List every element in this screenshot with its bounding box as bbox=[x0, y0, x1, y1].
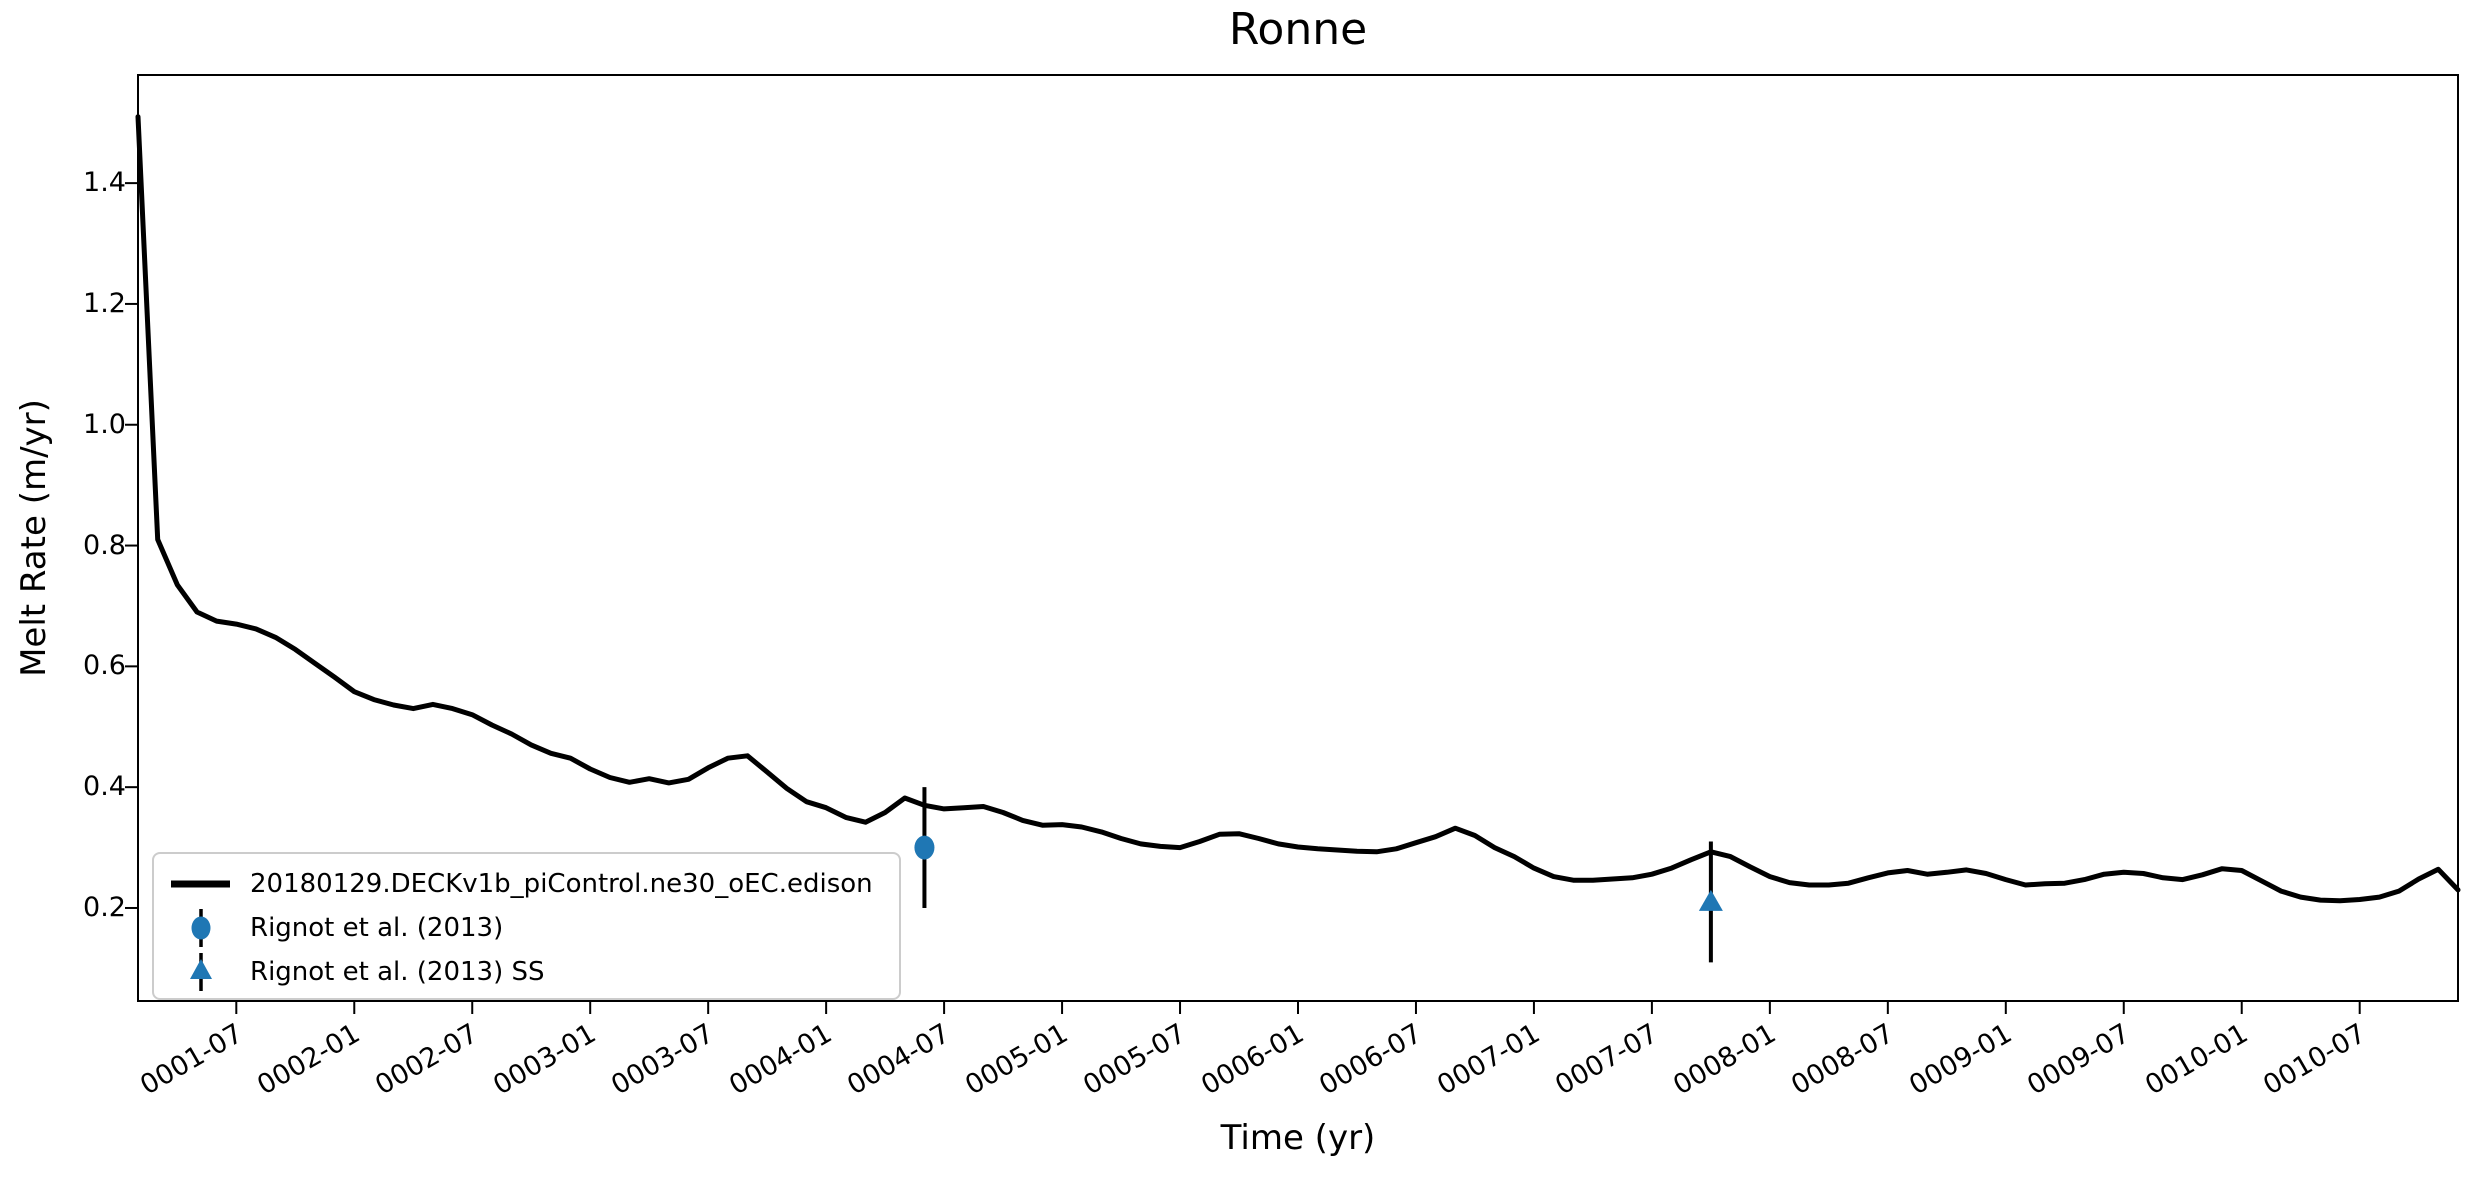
legend-item-rignot: Rignot et al. (2013) bbox=[166, 906, 873, 950]
y-tick-label: 0.8 bbox=[83, 529, 126, 561]
y-tick-label: 0.6 bbox=[83, 650, 126, 682]
legend-label-rignot: Rignot et al. (2013) bbox=[250, 913, 504, 943]
y-tick-label: 1.4 bbox=[83, 167, 126, 199]
y-tick-label: 0.2 bbox=[83, 891, 126, 923]
circle-marker bbox=[914, 835, 935, 860]
legend-label-model: 20180129.DECKv1b_piControl.ne30_oEC.edis… bbox=[250, 869, 873, 899]
triangle-errorbar-swatch-icon bbox=[190, 953, 212, 991]
x-axis-label: Time (yr) bbox=[1220, 1118, 1376, 1158]
y-tick-label: 1.0 bbox=[83, 408, 126, 440]
y-tick-label: 1.2 bbox=[83, 287, 126, 319]
legend: 20180129.DECKv1b_piControl.ne30_oEC.edis… bbox=[152, 852, 901, 1000]
chart-title: Ronne bbox=[1228, 4, 1368, 55]
line-swatch-icon bbox=[171, 880, 230, 888]
model-line bbox=[135, 114, 2461, 904]
triangle-marker bbox=[1698, 889, 1723, 911]
legend-label-rignot-ss: Rignot et al. (2013) SS bbox=[250, 957, 545, 987]
y-tick-label: 0.4 bbox=[83, 771, 126, 803]
legend-item-rignot-ss: Rignot et al. (2013) SS bbox=[166, 950, 873, 994]
circle-errorbar-swatch-icon bbox=[191, 909, 211, 947]
y-axis-label: Melt Rate (m/yr) bbox=[14, 399, 54, 677]
legend-item-model: 20180129.DECKv1b_piControl.ne30_oEC.edis… bbox=[166, 862, 873, 906]
